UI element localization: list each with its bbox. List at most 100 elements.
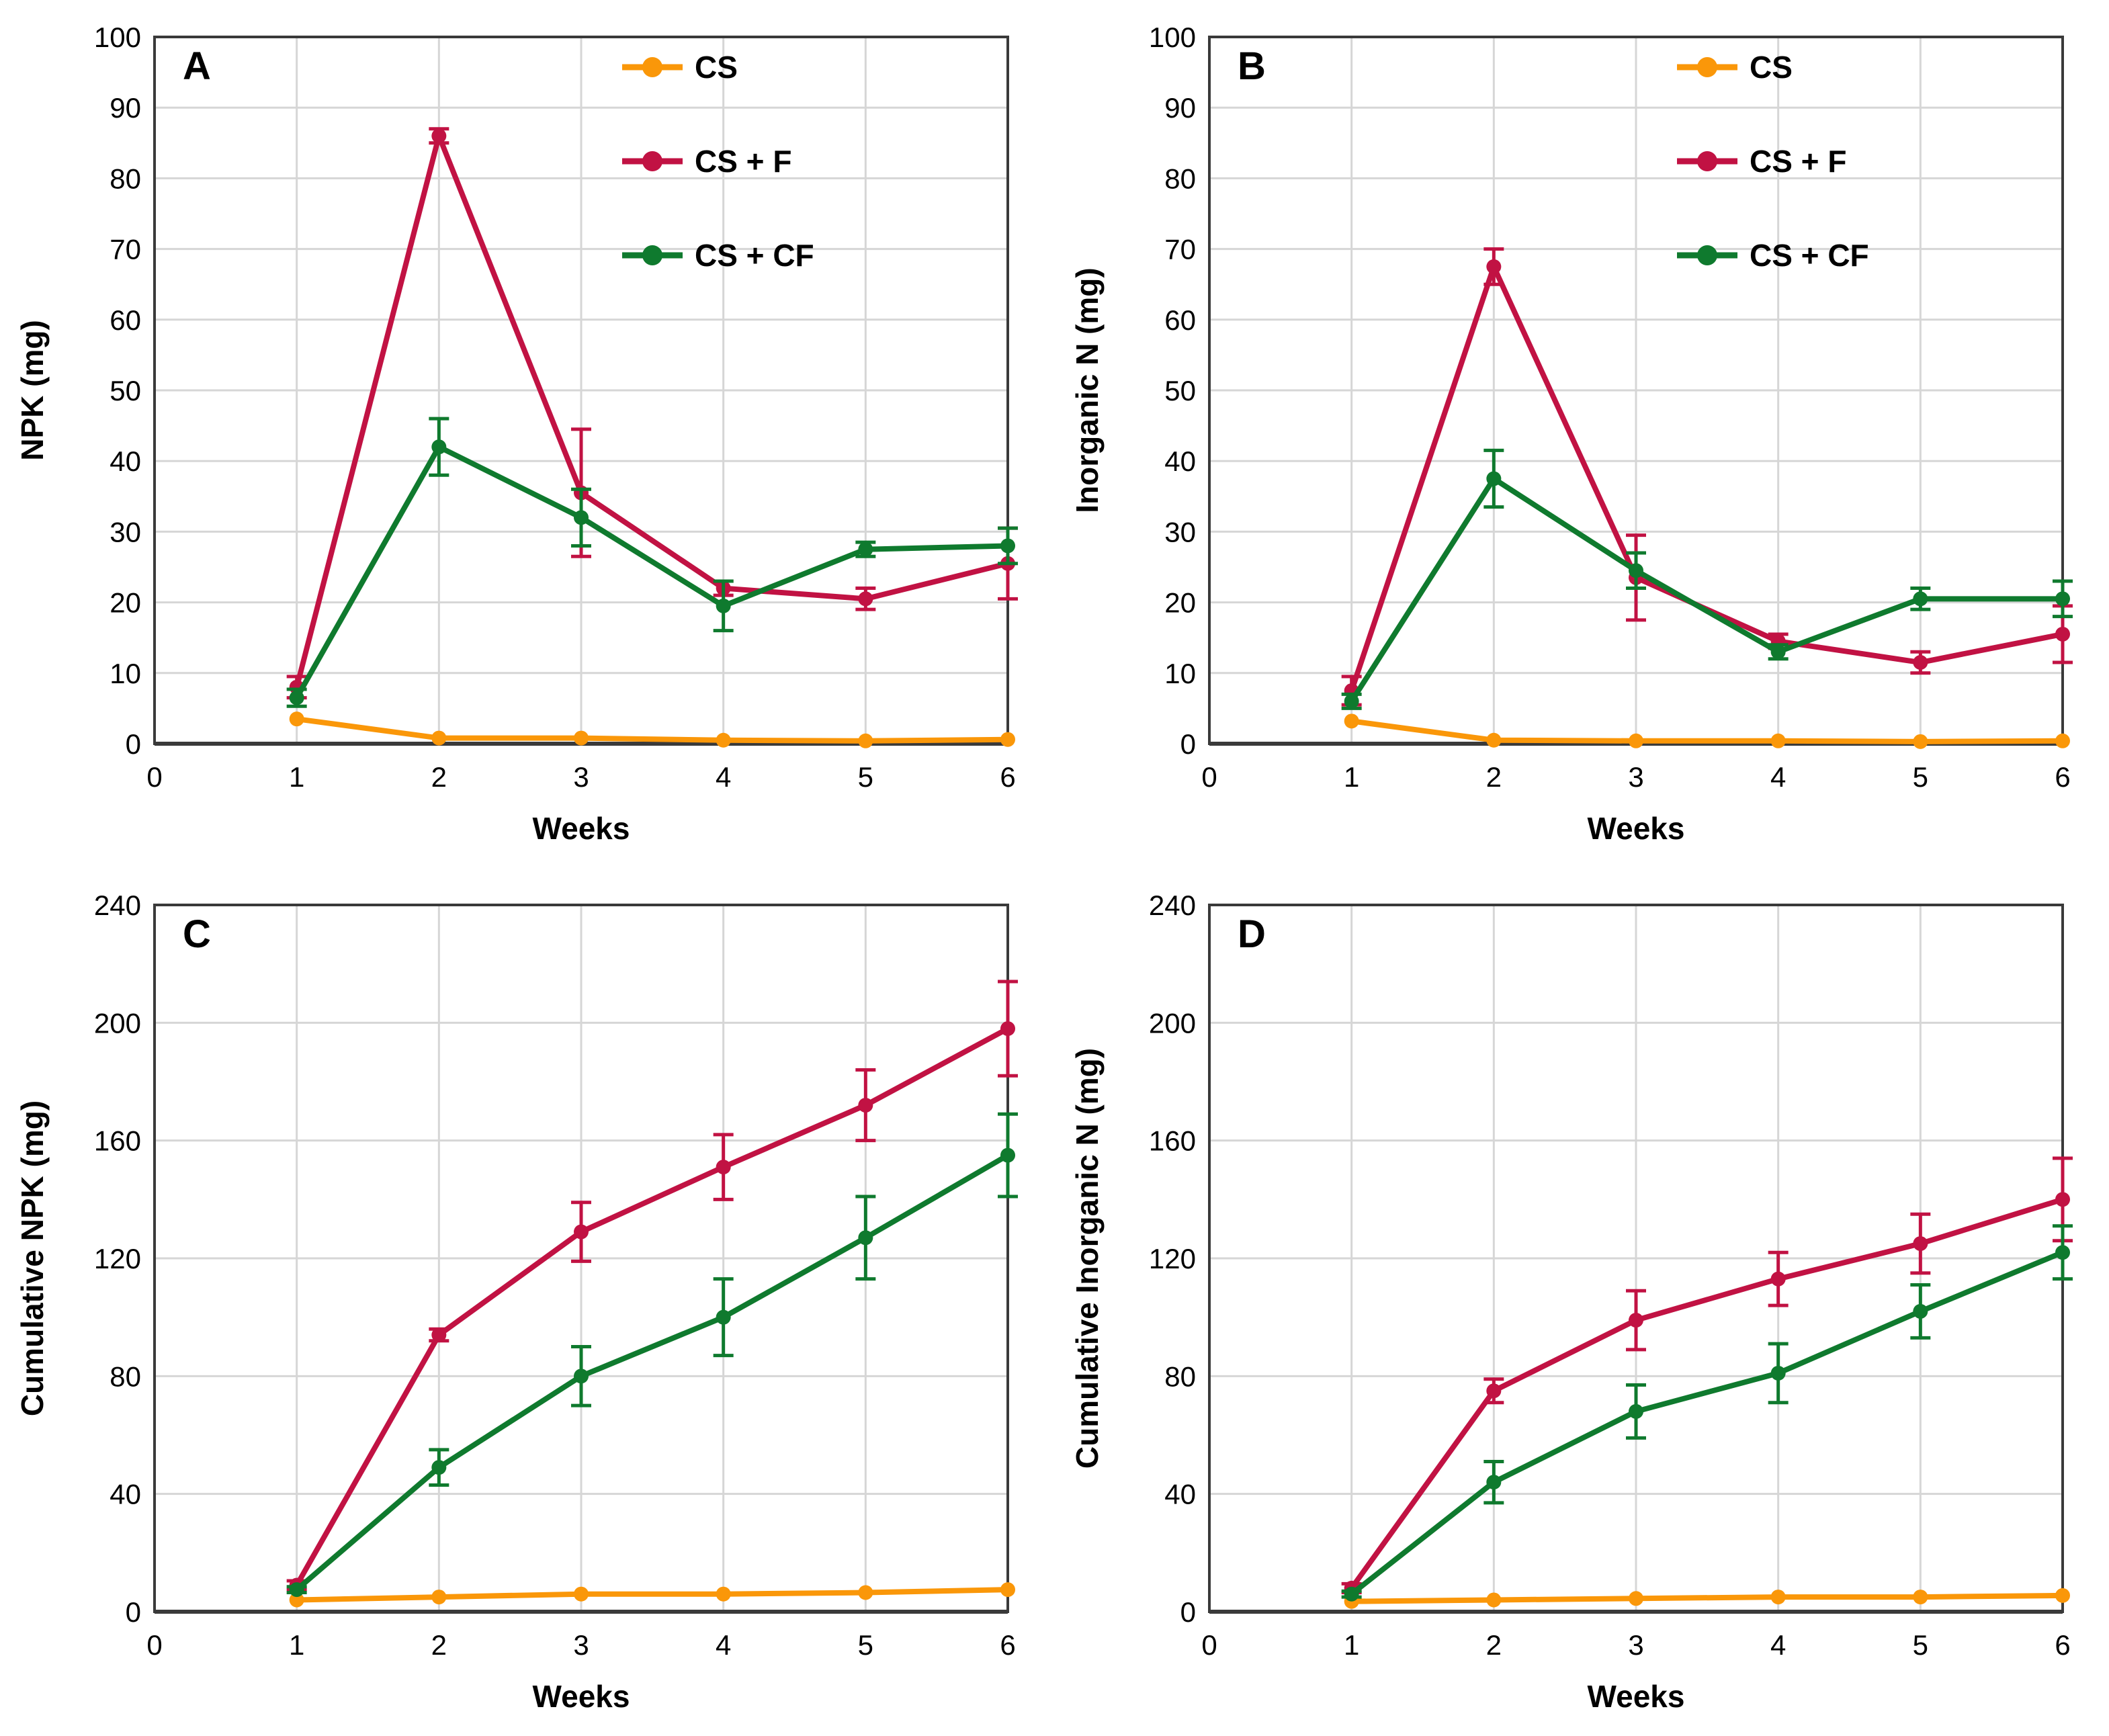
y-tick-label: 0 bbox=[126, 728, 141, 760]
x-tick-label: 5 bbox=[858, 1629, 873, 1661]
legend-label-cs: CS bbox=[1750, 50, 1793, 85]
data-point-marker bbox=[1629, 1313, 1643, 1328]
y-tick-label: 60 bbox=[110, 304, 141, 336]
x-tick-label: 6 bbox=[1000, 1629, 1015, 1661]
series-line bbox=[294, 716, 1010, 744]
y-tick-label: 40 bbox=[110, 445, 141, 477]
data-point-marker bbox=[716, 598, 731, 613]
series-cs-cf bbox=[286, 417, 1018, 708]
series-line bbox=[1348, 1592, 2065, 1604]
data-point-marker bbox=[858, 541, 873, 557]
data-point-marker bbox=[1000, 1582, 1015, 1598]
data-point-marker bbox=[574, 1586, 589, 1602]
x-tick-label: 4 bbox=[1770, 1629, 1786, 1661]
x-tick-label: 2 bbox=[1486, 761, 1502, 793]
x-tick-label: 6 bbox=[2055, 1629, 2070, 1661]
x-axis-title-a: Weeks bbox=[532, 811, 630, 846]
x-tick-label: 0 bbox=[1201, 761, 1217, 793]
series-line bbox=[1348, 263, 2065, 694]
x-tick-label: 5 bbox=[1913, 1629, 1928, 1661]
x-tick-label: 3 bbox=[1628, 1629, 1643, 1661]
data-point-marker bbox=[1344, 1586, 1359, 1602]
series-line bbox=[294, 1152, 1010, 1593]
x-tick-label: 4 bbox=[1770, 761, 1786, 793]
y-tick-label: 50 bbox=[1164, 375, 1196, 406]
series-cs bbox=[289, 711, 1015, 748]
data-point-marker bbox=[1770, 644, 1786, 660]
data-point-marker bbox=[858, 1230, 873, 1246]
x-tick-label: 5 bbox=[1913, 761, 1928, 793]
y-tick-label: 160 bbox=[1149, 1125, 1196, 1157]
panel-letter-a: A bbox=[183, 44, 211, 88]
data-point-marker bbox=[289, 690, 304, 705]
panel-letter-b: B bbox=[1238, 44, 1266, 88]
panel-letter-c: C bbox=[183, 912, 211, 956]
data-point-marker bbox=[431, 1460, 447, 1475]
y-tick-label: 50 bbox=[110, 375, 141, 406]
panel-b: 0 10 20 30 40 50 60 70 80 90 100 0 1 2 3 4 5 6 B Inorgani… bbox=[1055, 0, 2109, 868]
legend-marker-dot bbox=[1697, 57, 1717, 77]
data-point-marker bbox=[2055, 1588, 2070, 1603]
x-tick-label: 4 bbox=[716, 1629, 731, 1661]
series-cs-f bbox=[1341, 247, 2073, 707]
data-point-marker bbox=[1913, 1590, 1928, 1605]
y-tick-label: 240 bbox=[1149, 889, 1196, 921]
x-tick-label: 1 bbox=[1344, 761, 1359, 793]
y-tick-label: 200 bbox=[94, 1007, 141, 1039]
y-tick-label: 0 bbox=[1180, 1596, 1196, 1628]
y-tick-label: 0 bbox=[1180, 728, 1196, 760]
data-point-marker bbox=[574, 1369, 589, 1384]
y-tick-label: 80 bbox=[1164, 163, 1196, 194]
data-point-marker bbox=[1486, 732, 1502, 748]
x-tick-label: 3 bbox=[1628, 761, 1643, 793]
y-tick-label: 100 bbox=[1149, 21, 1196, 53]
data-point-marker bbox=[1344, 693, 1359, 709]
data-point-marker bbox=[2055, 626, 2070, 642]
series-cs bbox=[1344, 713, 2070, 749]
y-axis-title-a: NPK (mg) bbox=[15, 320, 50, 461]
data-point-marker bbox=[1486, 1475, 1502, 1490]
data-point-marker bbox=[431, 439, 447, 455]
y-tick-label: 80 bbox=[110, 163, 141, 194]
data-point-marker bbox=[1629, 1403, 1643, 1419]
x-axis-title-c: Weeks bbox=[532, 1679, 630, 1714]
legend-label-cs-f: CS + F bbox=[695, 144, 792, 179]
data-point-marker bbox=[1629, 563, 1643, 578]
y-tick-label: 30 bbox=[110, 516, 141, 548]
legend-marker-dot bbox=[642, 245, 662, 265]
y-tick-label: 70 bbox=[110, 234, 141, 265]
x-tick-label: 0 bbox=[146, 761, 162, 793]
y-tick-label: 30 bbox=[1164, 516, 1196, 548]
x-tick-label: 0 bbox=[1201, 1629, 1217, 1661]
legend-label-cs: CS bbox=[695, 50, 738, 85]
data-point-marker bbox=[431, 128, 447, 144]
series-cs-f bbox=[286, 127, 1018, 700]
y-tick-label: 120 bbox=[94, 1243, 141, 1274]
legend-label-cs-cf: CS + CF bbox=[1750, 238, 1869, 273]
y-axis-title-b: Inorganic N (mg) bbox=[1070, 267, 1105, 513]
y-tick-label: 40 bbox=[1164, 445, 1196, 477]
data-point-marker bbox=[716, 1309, 731, 1325]
data-point-marker bbox=[2055, 1192, 2070, 1207]
y-tick-label: 20 bbox=[1164, 587, 1196, 619]
legend-marker-dot bbox=[642, 151, 662, 171]
series-cs-f bbox=[286, 980, 1018, 1593]
data-point-marker bbox=[1629, 733, 1643, 748]
legend-marker-dot bbox=[1697, 151, 1717, 171]
data-point-marker bbox=[1913, 734, 1928, 749]
data-point-marker bbox=[1486, 471, 1502, 486]
data-point-marker bbox=[1770, 1365, 1786, 1381]
series-line bbox=[1348, 1197, 2065, 1591]
y-tick-label: 90 bbox=[1164, 92, 1196, 124]
data-point-marker bbox=[431, 1590, 447, 1605]
x-axis-title-d: Weeks bbox=[1587, 1679, 1685, 1714]
data-point-marker bbox=[858, 1098, 873, 1113]
data-point-marker bbox=[858, 591, 873, 607]
data-point-marker bbox=[716, 732, 731, 748]
data-point-marker bbox=[716, 1586, 731, 1602]
panel-letter-d: D bbox=[1238, 912, 1266, 956]
x-tick-label: 1 bbox=[289, 761, 304, 793]
data-point-marker bbox=[2055, 1245, 2070, 1260]
legend-marker-dot bbox=[642, 57, 662, 77]
